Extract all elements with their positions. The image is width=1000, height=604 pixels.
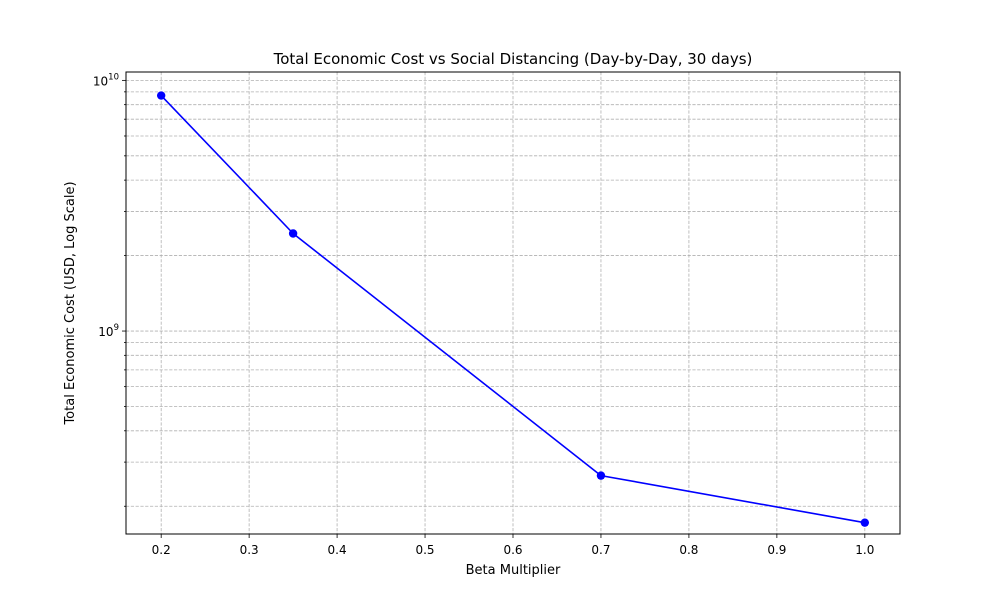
x-tick-label: 0.4 <box>328 543 347 557</box>
x-tick-label: 0.5 <box>415 543 434 557</box>
data-point <box>156 91 166 100</box>
plot-series <box>156 91 870 527</box>
x-tick-label: 0.3 <box>240 543 259 557</box>
x-tick-label: 0.2 <box>152 543 171 557</box>
data-point <box>860 518 870 527</box>
x-tick-label: 0.6 <box>503 543 522 557</box>
data-point <box>596 471 606 480</box>
data-point <box>288 229 298 238</box>
x-tick-label: 0.9 <box>767 543 786 557</box>
y-tick-label: 1010 <box>93 72 119 88</box>
y-tick-label: 109 <box>98 323 119 339</box>
y-axis-label: Total Economic Cost (USD, Log Scale) <box>63 181 78 425</box>
x-tick-label: 0.7 <box>591 543 610 557</box>
series-line <box>160 94 865 524</box>
axis-ticks: 0.2 0.3 0.4 0.5 0.6 0.7 0.8 0.9 1.0 109 1010 <box>93 72 874 557</box>
x-tick-label: 1.0 <box>855 543 874 557</box>
chart-title: Total Economic Cost vs Social Distancing… <box>273 50 753 68</box>
x-tick-label: 0.8 <box>679 543 698 557</box>
x-axis-label: Beta Multiplier <box>466 563 561 578</box>
